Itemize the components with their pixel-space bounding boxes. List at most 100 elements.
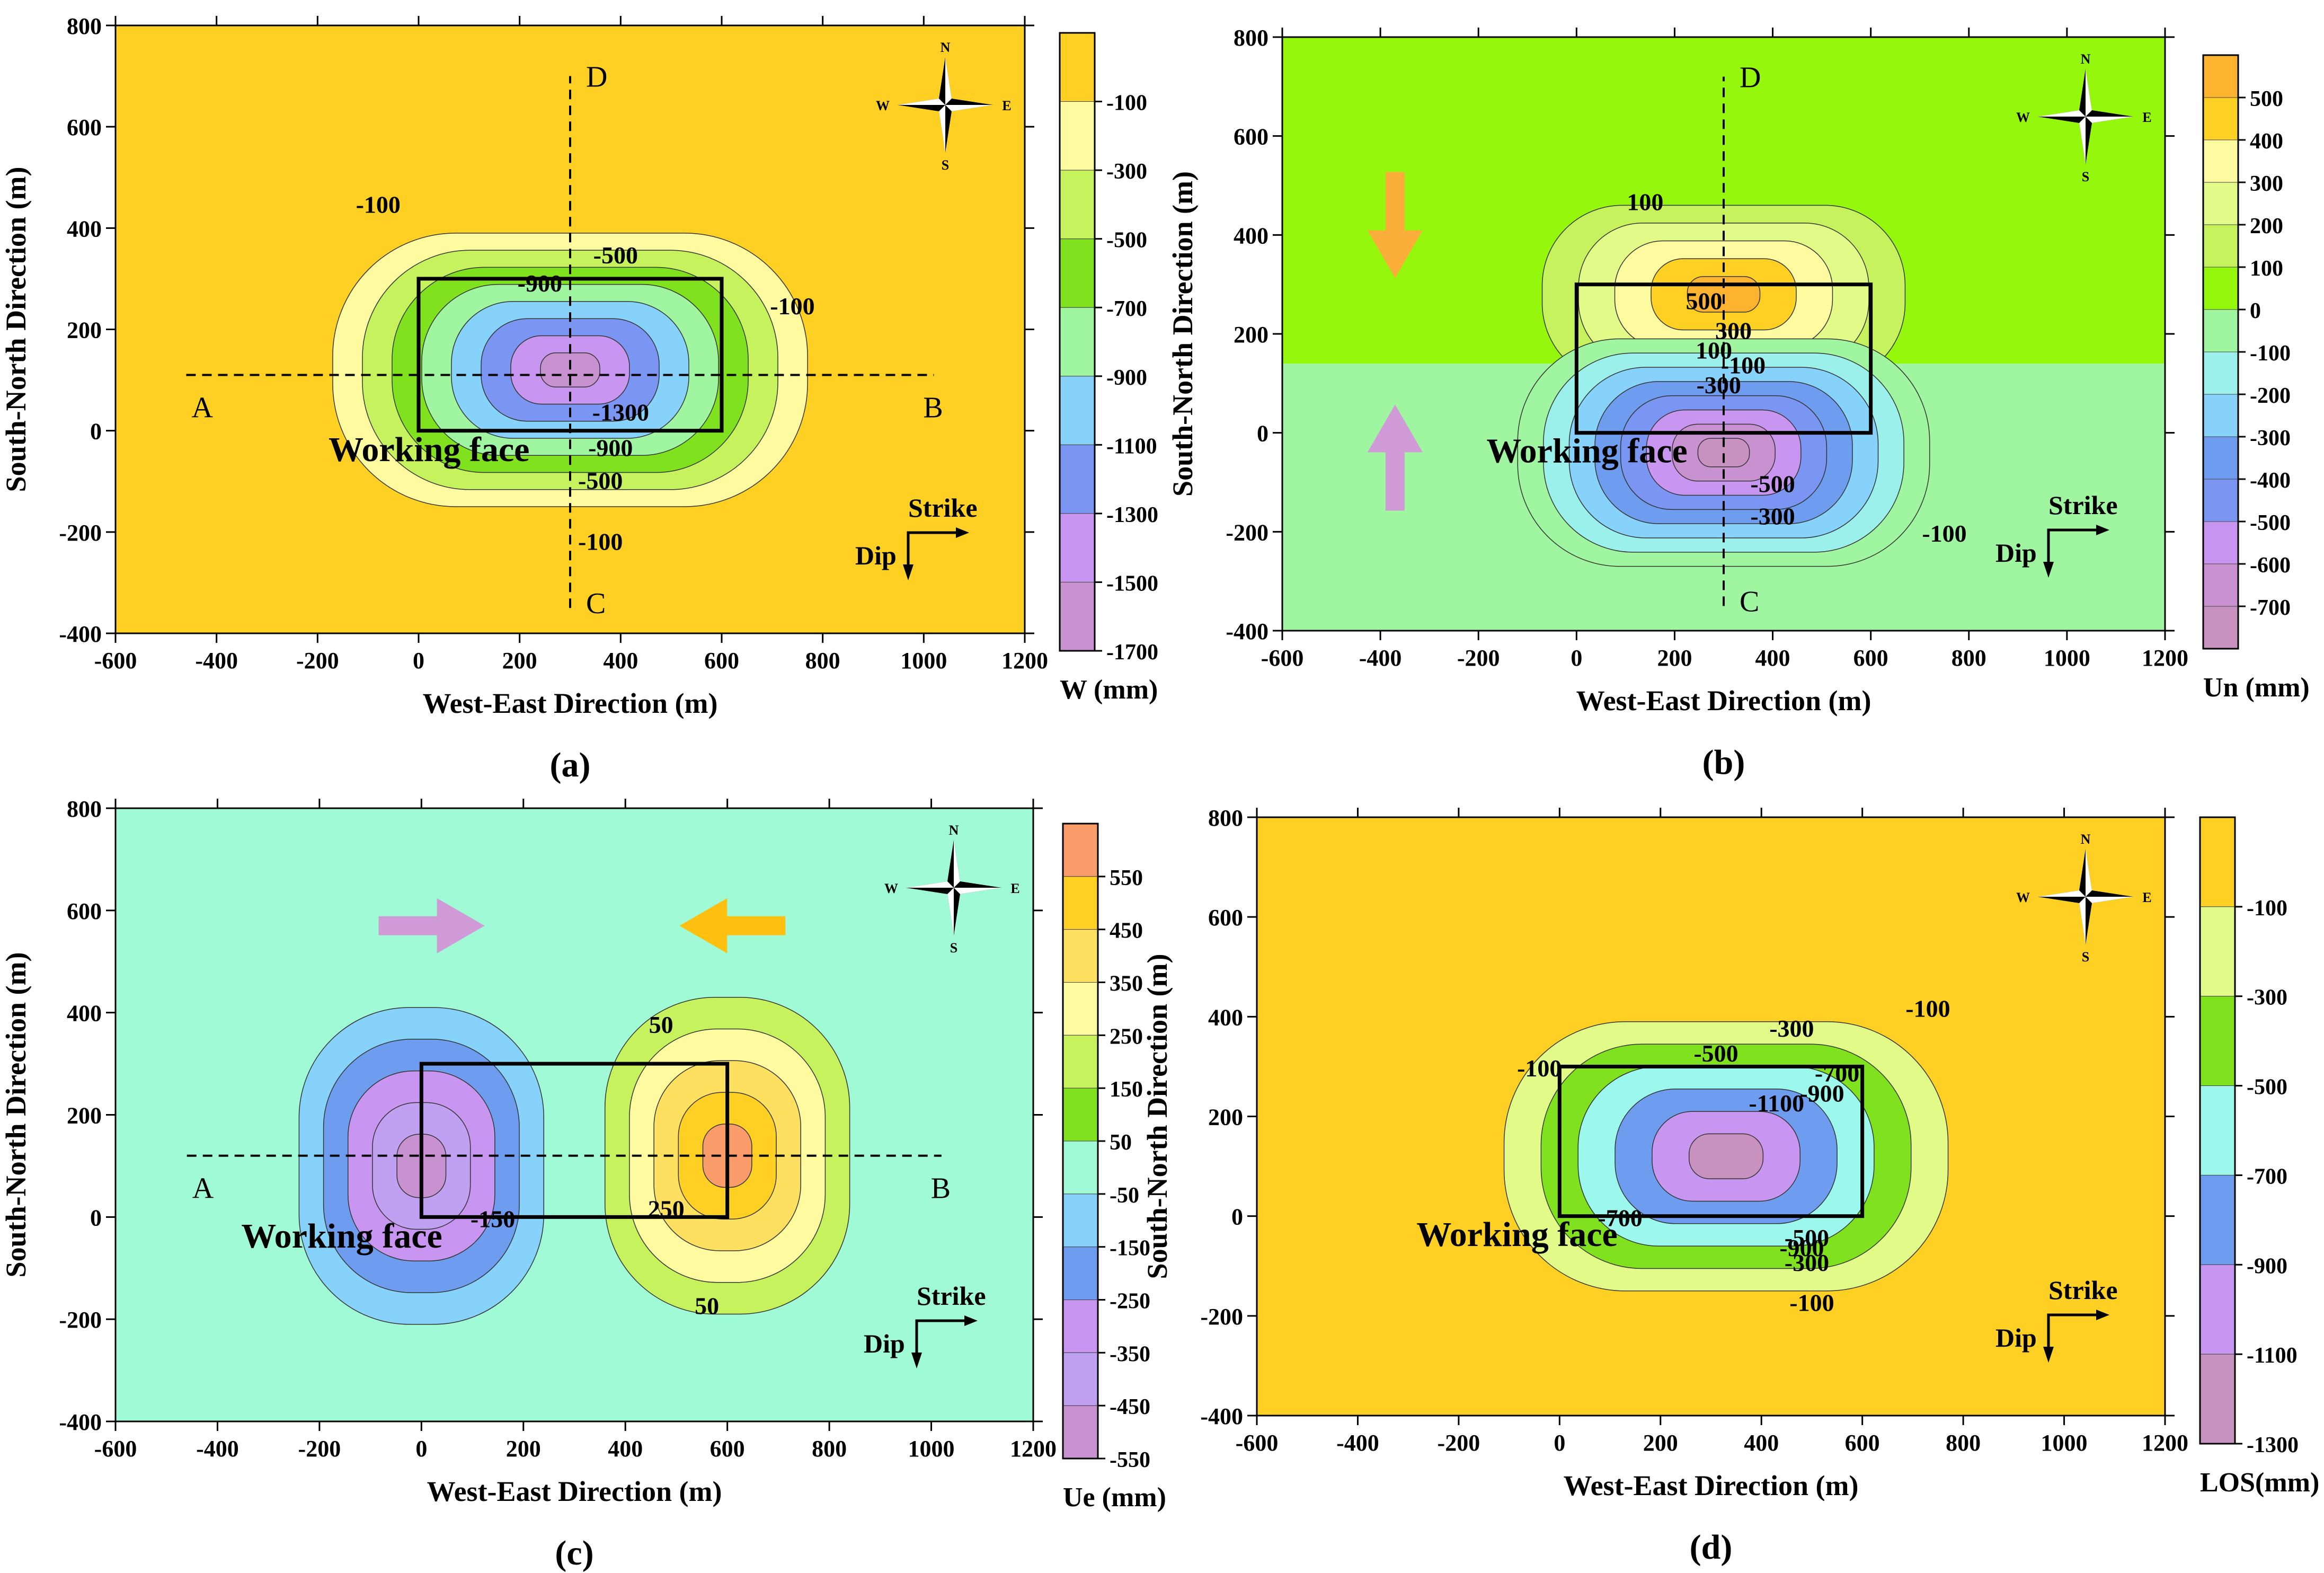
colorbar-swatch xyxy=(2203,97,2239,140)
contour-label: 50 xyxy=(649,1011,673,1038)
colorbar-tick-label: -700 xyxy=(2250,596,2291,620)
contour-label: -900 xyxy=(1799,1080,1844,1107)
profile-label-a: A xyxy=(191,392,213,425)
compass-star-highlight xyxy=(2038,890,2086,897)
strike-dip-lines xyxy=(907,531,956,570)
contour-label: -1100 xyxy=(1749,1090,1804,1117)
colorbar-tick-label: -450 xyxy=(1110,1395,1150,1419)
contour-band xyxy=(1688,1133,1764,1179)
colorbar-tick-label: -300 xyxy=(1106,160,1147,184)
y-tick-label: 800 xyxy=(1234,25,1269,51)
colorbar-swatch xyxy=(1062,876,1098,930)
x-tick-label: 1000 xyxy=(900,648,947,674)
x-tick-label: 1000 xyxy=(908,1436,955,1462)
strike-dip-symbol: Strike Dip xyxy=(864,1281,986,1368)
y-tick-label: 0 xyxy=(1231,1204,1243,1230)
x-tick-label: -400 xyxy=(1359,645,1402,671)
compass-rose: N S W E xyxy=(884,823,1020,956)
colorbar-swatch xyxy=(2199,1174,2236,1265)
compass-star-highlight xyxy=(2086,897,2133,903)
colorbar-swatch xyxy=(2203,267,2239,310)
compass-star-highlight xyxy=(2086,849,2092,897)
x-tick-label: -600 xyxy=(94,648,137,674)
y-tick-label: -200 xyxy=(1226,519,1269,545)
colorbar-label: W (mm) xyxy=(1060,675,1158,705)
colorbar-tick-label: 300 xyxy=(2250,172,2283,196)
x-tick-label: -200 xyxy=(1457,645,1500,671)
colorbar-swatch xyxy=(2203,436,2239,480)
colorbar-swatch xyxy=(1062,1141,1098,1195)
strike-dip-lines xyxy=(2047,1313,2096,1352)
compass-s: S xyxy=(950,940,957,956)
contour-label: -500 xyxy=(1785,1224,1829,1251)
compass-n: N xyxy=(2081,832,2091,847)
contour-label: 50 xyxy=(695,1293,719,1320)
working-face-outline xyxy=(1557,1064,1865,1218)
colorbar-swatch xyxy=(1059,376,1095,445)
plot-area xyxy=(1282,37,2165,631)
contour-label: -1300 xyxy=(592,399,649,426)
compass-star-highlight xyxy=(2086,117,2133,123)
colorbar-swatch xyxy=(2199,906,2236,997)
colorbar-frame xyxy=(2199,816,2236,1445)
compass-w: W xyxy=(2016,890,2030,905)
colorbar-swatch xyxy=(1059,581,1095,651)
contour-label: -500 xyxy=(1693,1040,1738,1067)
movement-arrow xyxy=(679,898,786,953)
strike-arrowhead xyxy=(2096,1310,2109,1320)
colorbar-swatch xyxy=(2203,55,2239,98)
contour-label: -100 xyxy=(1517,1055,1562,1082)
x-tick-label: 1000 xyxy=(2044,645,2090,671)
colorbar-tick-label: -200 xyxy=(2250,384,2291,408)
colorbar-tick-label: -100 xyxy=(2250,341,2291,366)
dip-arrowhead xyxy=(911,1353,922,1368)
y-axis-label: South-North Direction (m) xyxy=(1141,954,1173,1279)
y-tick-label: 800 xyxy=(67,796,102,822)
compass-star-highlight xyxy=(945,105,993,111)
x-tick-label: 800 xyxy=(812,1436,847,1462)
arrow-shape xyxy=(679,898,786,953)
colorbar-tick-label: -900 xyxy=(2247,1254,2287,1278)
colorbar-swatch xyxy=(2203,394,2239,437)
y-axis-label: South-North Direction (m) xyxy=(0,167,32,492)
x-tick-label: 400 xyxy=(1744,1430,1779,1456)
colorbar-tick-label: -500 xyxy=(1106,228,1147,253)
colorbar-tick-label: -1700 xyxy=(1106,640,1158,665)
compass-n: N xyxy=(2081,51,2091,67)
strike-dip-lines xyxy=(2047,528,2096,567)
colorbar-swatch xyxy=(2199,1264,2236,1355)
compass-e: E xyxy=(2142,890,2151,905)
x-tick-label: 0 xyxy=(1571,645,1582,671)
colorbar-frame xyxy=(1059,32,1096,652)
colorbar-tick-label: -500 xyxy=(2250,511,2291,535)
colorbar-swatch xyxy=(1059,32,1095,102)
strike-arrowhead xyxy=(964,1315,978,1326)
x-axis-label: West-East Direction (m) xyxy=(1576,685,1871,717)
compass-w: W xyxy=(884,881,898,896)
y-axis-label: South-North Direction (m) xyxy=(1167,171,1199,497)
dip-arrowhead xyxy=(2043,562,2054,578)
contour-label: -300 xyxy=(1769,1015,1814,1042)
contour-label: 100 xyxy=(1627,189,1663,216)
x-axis-label: West-East Direction (m) xyxy=(427,1475,722,1507)
colorbar-tick-label: -1500 xyxy=(1106,571,1158,596)
y-tick-label: 800 xyxy=(1208,805,1243,831)
colorbar-label: LOS(mm) xyxy=(2200,1468,2319,1498)
compass-star-highlight xyxy=(945,57,952,105)
colorbar-tick-label: -400 xyxy=(2250,469,2291,493)
panel-c: A B 50 250 -150 50 Working face N S W E Strike Dip -6… xyxy=(0,796,1166,1572)
y-tick-label: -200 xyxy=(59,520,102,546)
x-tick-label: 0 xyxy=(415,1436,427,1462)
colorbar-tick-label: -50 xyxy=(1110,1183,1139,1208)
colorbar-label: Ue (mm) xyxy=(1063,1482,1166,1513)
compass-star-highlight xyxy=(2079,117,2086,164)
working-face-label: Working face xyxy=(1486,432,1687,471)
panel-label: (c) xyxy=(555,1534,593,1572)
contour-label: -100 xyxy=(578,528,623,555)
x-tick-label: 200 xyxy=(502,648,537,674)
x-tick-label: 800 xyxy=(805,648,840,674)
strike-label: Strike xyxy=(917,1281,986,1311)
profile-label-b: B xyxy=(923,392,943,425)
colorbar-swatch xyxy=(2203,521,2239,564)
strike-arrowhead xyxy=(2096,525,2109,535)
